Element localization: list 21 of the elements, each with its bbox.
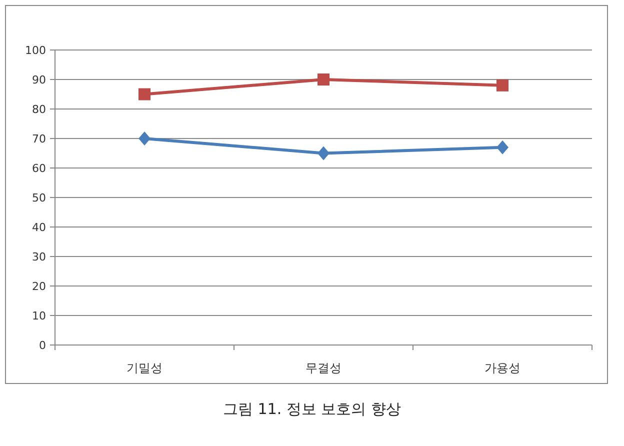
point [318,74,330,86]
y-tick-label: 40 [32,221,46,234]
y-tick-label: 30 [32,250,46,264]
y-tick-label: 60 [32,162,46,175]
caption: 그림 11. 정보 보호의 향상 [223,400,401,418]
point [496,79,508,92]
point [318,146,330,160]
point [496,140,508,154]
x-tick-label: 가용성 [484,361,520,375]
y-tick-label: 80 [32,103,46,116]
y-tick-label: 10 [32,310,46,322]
y-tick-label: 20 [32,280,46,293]
y-tick-label: 90 [32,74,46,86]
y-tick-label: 50 [32,192,46,204]
point [138,132,150,146]
x-tick-label: 무결성 [306,361,342,375]
y-tick-label: 70 [32,132,46,146]
y-tick-label: 0 [39,339,46,352]
y-tick-label: 100 [25,44,46,57]
point [138,88,150,100]
x-tick-label: 기밀성 [126,361,162,375]
